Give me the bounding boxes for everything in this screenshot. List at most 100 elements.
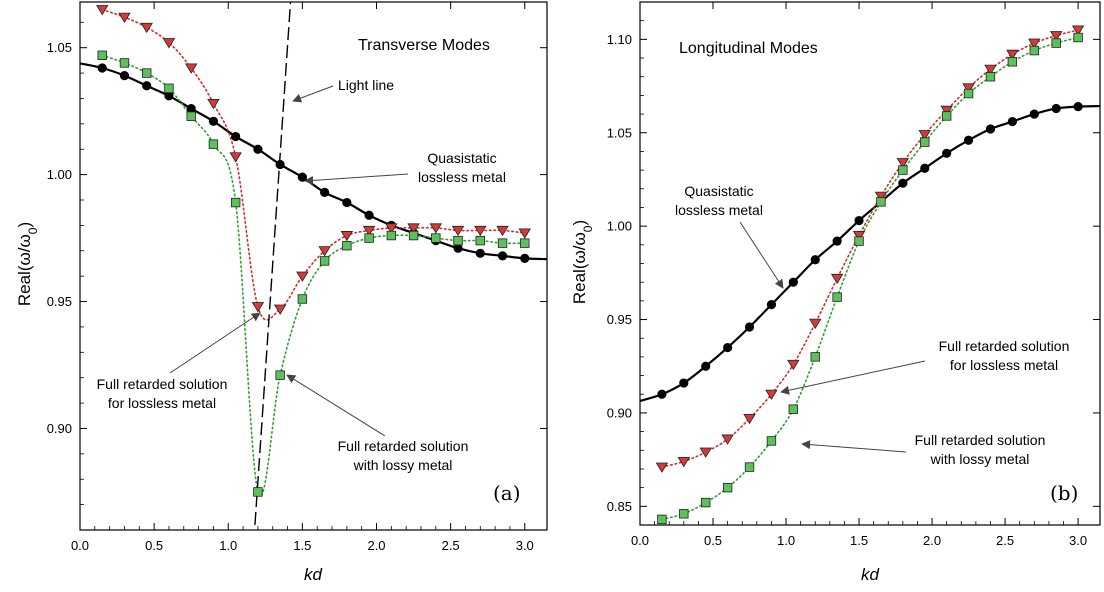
panel-a-transverse: 0.0 0.5 1.0 1.5 2.0 2.5 3.0 0.90 0.95 1.00 1.05 Tr… [15, 1, 548, 584]
panel-a-lossy-point [497, 238, 508, 248]
panel-b-quasistatic-point [701, 361, 711, 371]
panel-b-quasistatic-point [854, 215, 864, 226]
panel-b-ytick-label: 1.10 [607, 32, 632, 47]
panel-a-lossless-point [340, 231, 354, 242]
arrow-a-lossy [286, 374, 386, 437]
panel-b-quasistatic-point [810, 255, 820, 265]
panel-b-lossless-point [918, 130, 931, 141]
panel-a-lossy-point [342, 240, 352, 251]
panel-a-quasistatic-point [97, 63, 107, 73]
panel-a-marks [80, 2, 547, 525]
panel-a-lossy-point [253, 487, 263, 497]
panel-a-lossy-point [520, 238, 530, 248]
panel-b-ytick-label: 0.95 [607, 312, 632, 327]
panel-b-lossless-point [1071, 25, 1085, 36]
panel-b-ticks: 0.0 0.5 1.0 1.5 2.0 2.5 3.0 0.85 0.90 0.95 1.00 1.0… [607, 1, 1100, 548]
annotation-a-quasistatic-line1: Quasistatic [427, 150, 496, 166]
arrow-a-lossless [169, 312, 261, 374]
panel-b-ytick-label: 0.90 [607, 405, 632, 420]
panel-b-quasistatic-point [766, 299, 777, 310]
panel-a-lossy-point [97, 50, 107, 61]
arrow-b-lossless [780, 360, 926, 395]
annotation-b-quasistatic-line1: Quasistatic [684, 183, 753, 199]
annotation-a-lossless-line1: Full retarded solution [97, 376, 228, 392]
panel-a-quasistatic-curve [80, 62, 547, 261]
panel-b-lossy-point [1007, 57, 1018, 67]
panel-b-quasistatic-point [1051, 103, 1061, 114]
panel-a-lossy-point [297, 294, 308, 304]
panel-b-quasistatic-point [920, 163, 930, 173]
panel-a-quasistatic-point [275, 159, 285, 170]
panel-a-plot-area [80, 2, 547, 525]
panel-a-lossy-point [431, 233, 441, 243]
panel-b-lossy-point [810, 352, 820, 362]
panel-a-lossless-point [385, 223, 398, 234]
panel-b-lossless-point [655, 462, 669, 473]
panel-b-quasistatic-point [832, 236, 842, 246]
panel-a-frame [79, 1, 548, 531]
panel-b-lossless-point [787, 359, 800, 371]
panel-b-lossy-point [941, 111, 952, 121]
panel-b-lossless-point [874, 191, 888, 202]
panel-b-quasistatic-point [1007, 116, 1017, 127]
panel-b-lossy-point [963, 88, 974, 99]
panel-a-ytick-label: 1.00 [47, 167, 72, 182]
panel-a-xtick-label: 2.0 [367, 538, 385, 553]
panel-b-xtick-label: 0.0 [631, 533, 649, 548]
panel-b-lossy-point [679, 509, 689, 519]
panel-b-lossy-point [766, 436, 777, 446]
panel-a-lossy-point [453, 235, 463, 246]
panel-a-tag: (a) [493, 481, 521, 505]
panel-a-lossy-point [186, 111, 196, 121]
panel-a-lossless-point [184, 63, 198, 74]
panel-a-lossy-point [119, 58, 130, 68]
arrow-b-lossy [801, 440, 907, 453]
panel-a-quasistatic-point [453, 243, 463, 253]
panel-a-title: Transverse Modes [358, 37, 490, 54]
panel-a-quasistatic-point [119, 71, 130, 81]
annotation-a-quasistatic-line2: lossless metal [418, 169, 506, 185]
panel-a-lossless-point [474, 225, 487, 237]
panel-b-lossless-point [743, 414, 756, 425]
annotation-light-line: Light line [338, 77, 394, 93]
panel-b-lossless-point [852, 230, 866, 242]
panel-b-lossy-point [854, 236, 864, 246]
panel-b-y-axis-label: Real(ω/ω0) [570, 220, 595, 304]
arrow-light-line [292, 85, 334, 103]
panel-a-quasistatic-point [231, 131, 241, 142]
panel-b-xtick-label: 2.5 [996, 533, 1014, 548]
annotation-a-lossless-line2: for lossless metal [108, 395, 216, 411]
panel-b-lossless-point [962, 83, 975, 94]
panel-a-lossless-point [162, 38, 176, 49]
panel-a-lossless-point [273, 304, 287, 315]
panel-b-quasistatic-point [942, 148, 952, 158]
panel-b-quasistatic-point [679, 378, 689, 388]
annotation-b-lossy-line1: Full retarded solution [915, 432, 1046, 448]
panel-b-lossy-point [1029, 45, 1039, 56]
panel-a-quasistatic-point [208, 116, 219, 126]
panel-a-quasistatic-point [186, 104, 196, 114]
panel-a-quasistatic-point [497, 251, 508, 261]
arrow-b-quasistatic [739, 221, 784, 289]
panel-b-ytick-label: 0.85 [607, 499, 632, 514]
panel-b-longitudinal: 0.0 0.5 1.0 1.5 2.0 2.5 3.0 0.85 0.90 0.95 1.00 1.0… [570, 1, 1101, 584]
panel-b-lossy-point [722, 482, 733, 493]
panel-b-quasistatic-point [1073, 102, 1083, 112]
panel-a-lossy-point [230, 197, 241, 208]
annotation-b-lossless-line2: for lossless metal [950, 357, 1058, 373]
panel-a-lossless-point [518, 228, 531, 239]
panel-b-lossy-point [657, 514, 667, 525]
panel-a-xtick-label: 2.5 [442, 538, 460, 553]
arrow-a-quasistatic [304, 173, 409, 185]
panel-b-quasistatic-point [788, 277, 798, 287]
panel-a-y-axis-label: Real(ω/ω0) [15, 222, 40, 306]
panel-a-lossy-point [275, 370, 285, 380]
panel-a-xtick-label: 3.0 [516, 538, 534, 553]
panel-a-ytick-label: 1.05 [47, 40, 72, 55]
panel-b-lossless-point [677, 456, 691, 468]
panel-a-xtick-label: 0.0 [71, 538, 89, 553]
panel-b-ytick-label: 1.00 [607, 219, 632, 234]
panel-a-quasistatic-point [320, 187, 330, 197]
panel-a-lossless-point [318, 246, 331, 257]
panel-a-quasistatic-point [164, 91, 174, 101]
